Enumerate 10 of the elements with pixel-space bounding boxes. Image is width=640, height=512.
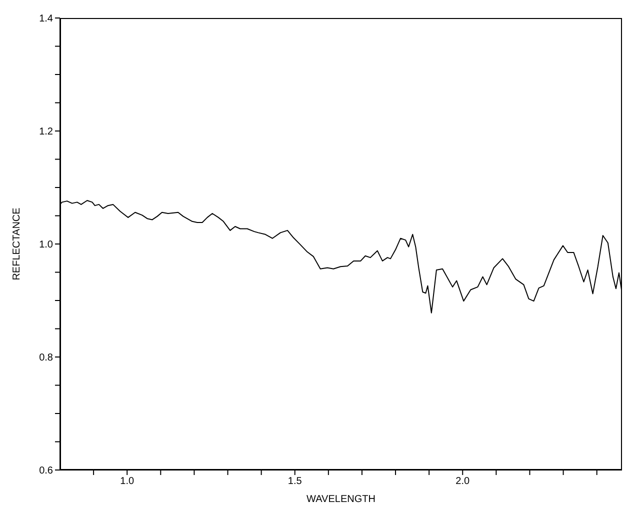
y-tick-label: 1.0 (39, 240, 54, 251)
x-axis-title: WAVELENGTH (306, 494, 376, 505)
x-tick-label: 2.0 (456, 476, 470, 488)
x-tick-label: 1.5 (288, 476, 302, 488)
y-tick-label: 0.8 (39, 352, 54, 364)
y-tick-label: 0.6 (39, 466, 54, 477)
x-tick-label: 1.0 (120, 476, 134, 488)
y-tick-label: 1.2 (39, 126, 54, 138)
y-tick-label: 1.4 (39, 14, 54, 25)
y-axis-title: REFLECTANCE (12, 207, 23, 280)
